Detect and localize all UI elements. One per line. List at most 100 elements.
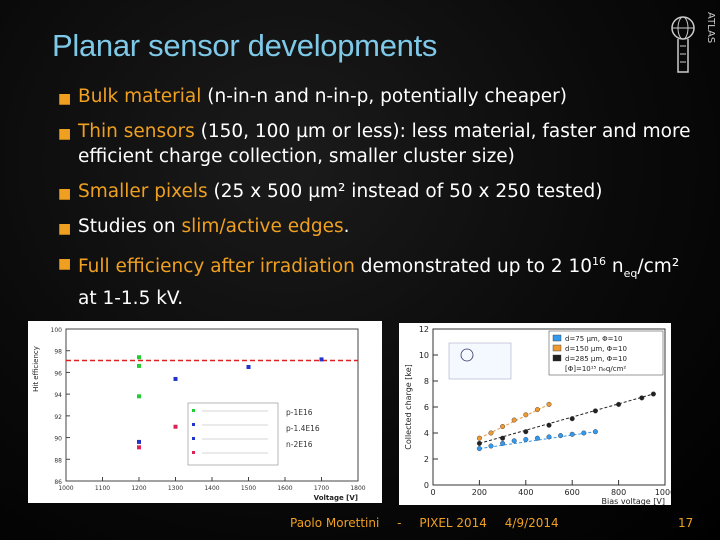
bullet-item: ■ Bulk material (n-in-n and n-in-p, poten… <box>58 84 698 109</box>
x-tick-label: 1500 <box>241 485 256 492</box>
efficiency-chart-svg: 86 88 90 92 94 96 98 100 1000 1100 1200 1300 1400 150… <box>32 327 366 502</box>
data-point <box>511 438 517 444</box>
data-point <box>523 429 529 435</box>
x-tick-label: 1200 <box>131 485 146 492</box>
legend-label: [Φ]=10¹⁵ nₑq/cm² <box>565 365 626 373</box>
data-point <box>546 401 552 407</box>
data-point <box>488 430 494 436</box>
data-point <box>476 440 482 446</box>
legend-label: d=75 µm, Φ=10 <box>565 335 622 343</box>
legend-label: n-2E16 <box>286 440 313 449</box>
x-tick-label: 400 <box>518 488 533 497</box>
data-point <box>616 401 622 407</box>
data-point <box>137 445 141 450</box>
y-tick-label: 92 <box>54 414 62 421</box>
data-point <box>173 376 178 381</box>
legend-marker <box>192 423 195 426</box>
x-tick-label: 0 <box>430 488 435 497</box>
legend-marker <box>192 451 195 454</box>
data-point <box>500 423 506 429</box>
series-line <box>479 393 654 444</box>
legend-label: p-1.4E16 <box>286 424 320 433</box>
x-axis-label: Voltage [V] <box>314 494 358 502</box>
data-point <box>488 443 494 449</box>
data-point <box>523 412 529 418</box>
y-tick-label: 6 <box>424 403 429 412</box>
bullet-item: ■ Smaller pixels (25 x 500 µm² instead of… <box>58 179 698 204</box>
y-tick-label: 10 <box>419 351 429 360</box>
data-point <box>569 431 575 437</box>
bullet-list: ■ Bulk material (n-in-n and n-in-p, poten… <box>58 84 698 321</box>
data-point <box>137 363 141 368</box>
x-tick-label: 600 <box>565 488 580 497</box>
footer-event: PIXEL 2014 <box>419 516 487 530</box>
data-point <box>523 436 529 442</box>
data-point <box>476 435 482 441</box>
data-point <box>173 424 178 429</box>
x-tick-label: 1600 <box>277 485 292 492</box>
legend-marker <box>192 437 195 440</box>
legend-label: d=150 µm, Φ=10 <box>565 345 627 353</box>
data-point <box>137 439 141 444</box>
institute-logo-mark-icon <box>460 348 474 362</box>
legend-box <box>187 402 279 466</box>
data-point <box>639 395 645 401</box>
y-tick-label: 86 <box>54 479 62 486</box>
data-point <box>246 365 251 369</box>
footer-author: Paolo Morettini <box>290 516 380 530</box>
x-tick-label: 800 <box>611 488 626 497</box>
legend-marker <box>552 354 562 362</box>
data-point <box>476 446 482 452</box>
data-point <box>137 394 141 399</box>
y-tick-label: 96 <box>54 370 62 377</box>
y-tick-label: 0 <box>424 481 429 490</box>
x-tick-label: 1000 <box>655 488 671 497</box>
data-point <box>534 435 540 441</box>
bullet-square-icon: ■ <box>58 186 72 202</box>
data-point <box>546 422 552 428</box>
bullet-square-icon: ■ <box>58 126 72 142</box>
y-tick-label: 98 <box>54 349 62 356</box>
data-point <box>546 434 552 440</box>
data-point <box>650 391 656 397</box>
bullet-item: ■ Full efficiency after irradiation demon… <box>58 249 698 311</box>
x-tick-label: 1700 <box>314 485 329 492</box>
y-tick-label: 90 <box>54 436 62 443</box>
legend-marker <box>552 344 562 352</box>
y-axis-label: Hit efficiency <box>32 346 40 392</box>
legend-label: p-1E16 <box>286 408 313 417</box>
data-point <box>569 416 575 422</box>
y-tick-label: 94 <box>54 392 62 399</box>
legend-box <box>548 330 664 376</box>
data-point <box>592 429 598 435</box>
data-point <box>137 355 141 360</box>
bullet-item: ■ Thin sensors (150, 100 µm or less): les… <box>58 121 691 167</box>
x-tick-label: 200 <box>472 488 487 497</box>
x-tick-label: 1800 <box>350 485 365 492</box>
slide-title: Planar sensor developments <box>52 28 438 63</box>
x-axis-label: Bias voltage [V] <box>602 497 665 505</box>
y-tick-label: 4 <box>424 429 429 438</box>
institute-logo-icon <box>448 342 512 380</box>
data-point <box>534 407 540 413</box>
legend-marker <box>552 334 562 342</box>
page-number: 17 <box>678 516 694 530</box>
atlas-logo-icon: ATLAS <box>671 12 716 73</box>
footer: Paolo Morettini - PIXEL 2014 4/9/2014 <box>290 516 573 530</box>
y-tick-label: 12 <box>419 325 429 334</box>
x-tick-label: 1100 <box>95 485 110 492</box>
x-tick-label: 1400 <box>204 485 219 492</box>
x-tick-label: 1300 <box>168 485 183 492</box>
efficiency-chart: 86 88 90 92 94 96 98 100 1000 1100 1200 1300 1400 150… <box>28 321 382 503</box>
x-tick-label: 1000 <box>58 485 73 492</box>
bullet-square-icon: ■ <box>58 221 72 237</box>
bullet-square-icon: ■ <box>58 256 72 272</box>
footer-date: 4/9/2014 <box>504 516 559 530</box>
y-axis-label: Collected charge [ke] <box>404 364 413 450</box>
footer-separator: - <box>397 516 402 530</box>
data-point <box>511 417 517 423</box>
data-point <box>500 440 506 446</box>
y-tick-label: 100 <box>51 327 63 334</box>
bullet-square-icon: ■ <box>58 91 72 107</box>
